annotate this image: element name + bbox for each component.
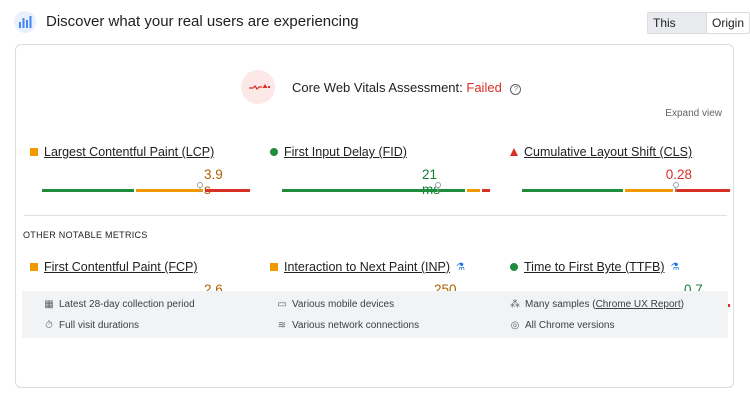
percentile-marker-stem (675, 187, 677, 192)
metric-lcp-value: 3.9 s (204, 167, 223, 197)
metric-fid-distribution-bar (282, 182, 490, 192)
needs-improvement-segment (467, 189, 480, 192)
header: Discover what your real users are experi… (0, 0, 750, 44)
poor-segment (205, 189, 250, 192)
metric-lcp-label[interactable]: Largest Contentful Paint (LCP) (44, 145, 215, 159)
metric-fid-label[interactable]: First Input Delay (FID) (284, 145, 407, 159)
percentile-marker-stem (199, 187, 201, 192)
percentile-marker (673, 182, 679, 188)
footer-period-text: Latest 28-day collection period (59, 299, 195, 310)
devices-icon: ▭ (277, 299, 287, 310)
good-segment (522, 189, 623, 192)
metric-fcp-label[interactable]: First Contentful Paint (FCP) (44, 260, 198, 274)
footer-period: ▦ Latest 28-day collection period (44, 299, 195, 310)
collection-info-footer: ▦ Latest 28-day collection period ⏱ Full v… (22, 291, 728, 338)
needs-improvement-square-icon (30, 263, 38, 271)
wifi-icon: ≋ (277, 320, 287, 331)
samples-dots-icon: ⁂ (510, 299, 520, 310)
metric-cls-distribution-bar (522, 182, 730, 192)
footer-network-text: Various network connections (292, 320, 420, 331)
footer-devices-text: Various mobile devices (292, 299, 395, 310)
page-title: Discover what your real users are experi… (46, 13, 359, 30)
metric-ttfb-label[interactable]: Time to First Byte (TTFB) (524, 260, 665, 274)
footer-samples-prefix: Many samples ( (525, 299, 596, 310)
needs-improvement-segment (625, 189, 673, 192)
metric-fid: First Input Delay (FID) 21 ms (270, 145, 490, 197)
origin-tab[interactable]: Origin (711, 16, 744, 30)
footer-durations-text: Full visit durations (59, 320, 140, 331)
percentile-marker-stem (437, 187, 439, 192)
section-divider (24, 215, 727, 216)
metric-cls-value: 0.28 (665, 167, 692, 182)
good-dot-icon (270, 148, 278, 156)
assessment-status: Failed (466, 80, 502, 95)
calendar-icon: ▦ (44, 299, 54, 310)
metric-cls: Cumulative Layout Shift (CLS) 0.28 (510, 145, 730, 197)
chrome-ux-report-link[interactable]: Chrome UX Report (595, 299, 681, 310)
this-url-tab[interactable]: This URL (648, 13, 707, 33)
help-icon[interactable]: ? (510, 84, 522, 95)
stopwatch-icon: ⏱ (45, 320, 53, 331)
footer-versions-text: All Chrome versions (525, 320, 615, 331)
other-metrics-heading: OTHER NOTABLE METRICS (23, 230, 148, 240)
percentile-marker (435, 182, 441, 188)
footer-versions: ◎ All Chrome versions (510, 320, 615, 331)
crux-logo-icon (14, 11, 36, 33)
footer-samples: ⁂ Many samples (Chrome UX Report) (510, 299, 684, 310)
good-dot-icon (510, 263, 518, 271)
good-segment (42, 189, 134, 192)
needs-improvement-square-icon (30, 148, 38, 156)
url-origin-toggle[interactable]: This URL Origin (647, 12, 750, 34)
experimental-flask-icon: ⚗ (670, 262, 680, 273)
needs-improvement-segment (136, 189, 203, 192)
metric-inp-label[interactable]: Interaction to Next Paint (INP) (284, 260, 451, 274)
metric-cls-label[interactable]: Cumulative Layout Shift (CLS) (524, 145, 693, 159)
expand-view-link[interactable]: Expand view (665, 108, 722, 119)
footer-samples-suffix: ) (680, 299, 684, 310)
good-segment (282, 189, 465, 192)
assessment-failed-icon (241, 70, 275, 104)
poor-segment (482, 189, 490, 192)
footer-network: ≋ Various network connections (277, 320, 419, 331)
experimental-flask-icon: ⚗ (456, 262, 466, 273)
percentile-marker (197, 182, 203, 188)
assessment-title: Core Web Vitals Assessment: Failed ? (292, 80, 522, 95)
metric-lcp: Largest Contentful Paint (LCP) 3.9 s (30, 145, 250, 197)
footer-durations: ⏱ Full visit durations (44, 320, 139, 331)
poor-segment (675, 189, 730, 192)
footer-devices: ▭ Various mobile devices (277, 299, 394, 310)
metric-lcp-distribution-bar (42, 182, 250, 192)
needs-improvement-square-icon (270, 263, 278, 271)
chrome-icon: ◎ (510, 320, 520, 331)
assessment-label: Core Web Vitals Assessment: (292, 80, 463, 95)
poor-triangle-icon (510, 148, 518, 156)
